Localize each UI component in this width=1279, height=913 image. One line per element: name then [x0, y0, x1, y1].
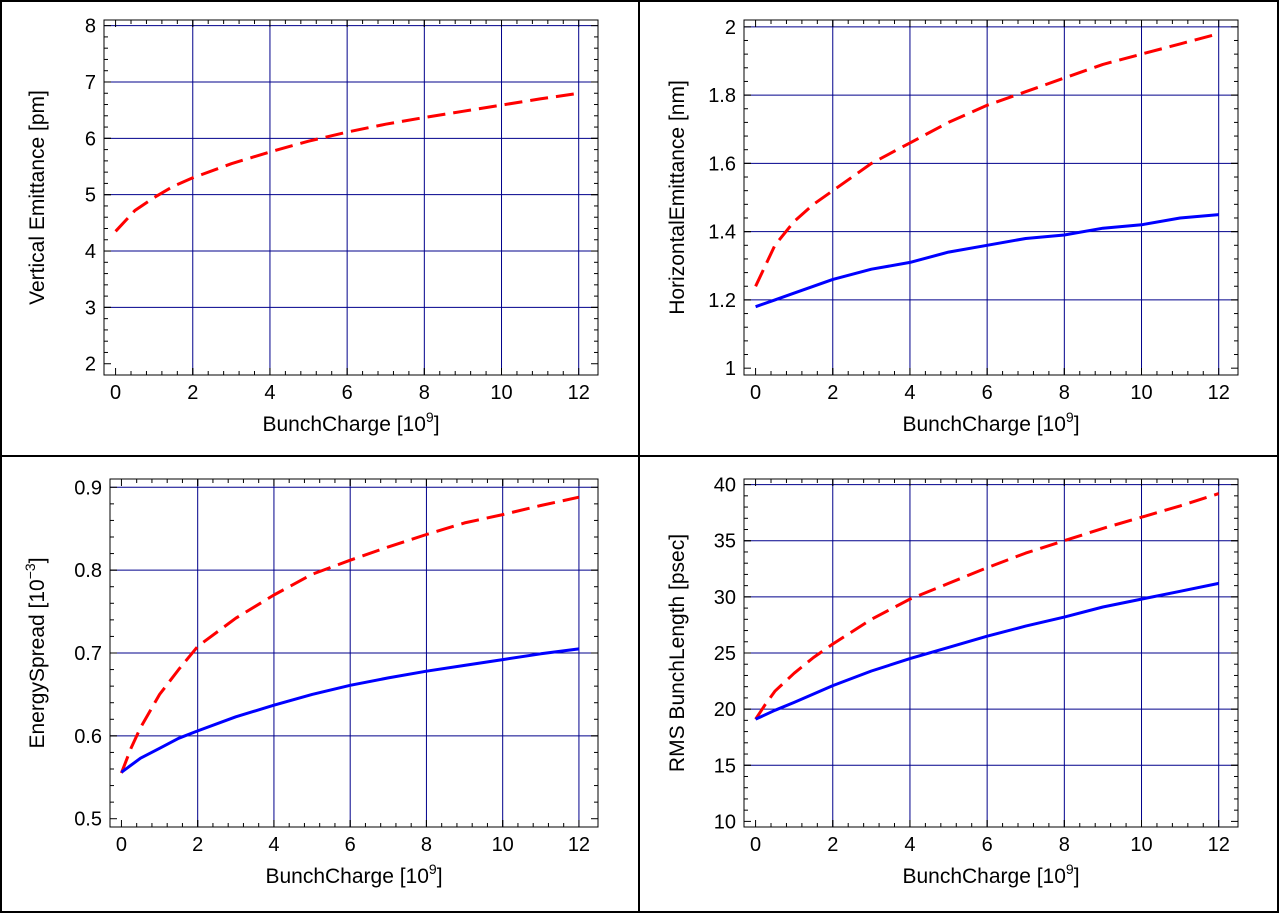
x-tick-label: 2 [192, 834, 203, 856]
y-tick-label: 5 [85, 185, 96, 207]
y-axis-label: RMS BunchLength [psec] [666, 534, 689, 772]
x-tick-label: 8 [419, 382, 430, 404]
y-tick-label: 3 [85, 297, 96, 319]
x-tick-label: 6 [345, 834, 356, 856]
y-tick-label: 0.8 [74, 560, 102, 582]
x-tick-label: 12 [568, 834, 590, 856]
x-tick-label: 2 [827, 382, 838, 404]
y-tick-label: 0.9 [74, 477, 102, 499]
plot-frame [103, 19, 599, 376]
y-tick-label: 20 [714, 699, 736, 721]
y-tick-label: 1.8 [708, 85, 736, 107]
y-tick-label: 4 [85, 241, 96, 263]
x-tick-label: 10 [1130, 382, 1152, 404]
x-tick-label: 0 [750, 834, 761, 856]
x-tick-label: 6 [342, 382, 353, 404]
x-axis-label: BunchCharge [109] [902, 409, 1079, 436]
y-axis-label: EnergySpread [10−3] [22, 557, 49, 748]
y-tick-label: 40 [714, 475, 736, 497]
y-tick-label: 15 [714, 755, 736, 777]
energy-spread-chart: 0 2 4 6 8 10 12 0.5 0.6 0.7 0.8 0.9 BunchCharge [109… [22, 477, 599, 888]
y-tick-label: 2 [725, 17, 736, 39]
x-tick-label: 4 [268, 834, 279, 856]
series-line-dashed-red [114, 91, 579, 233]
y-tick-label: 10 [714, 811, 736, 833]
x-tick-label: 4 [904, 382, 915, 404]
y-axis-label: Vertical Emittance [pm] [26, 90, 49, 305]
series-line-dashed-red [754, 32, 1220, 287]
y-tick-label: 0.5 [74, 809, 102, 831]
x-axis-label: BunchCharge [109] [262, 409, 439, 436]
y-axis-label: HorizontalEmittance [nm] [666, 80, 689, 315]
x-axis-label: BunchCharge [109] [265, 861, 442, 888]
horizontal-emittance-chart: 0 2 4 6 8 10 12 1 1.2 1.4 1.6 1.8 2 BunchCharge [109]… [666, 17, 1239, 436]
x-tick-label: 2 [187, 382, 198, 404]
y-tick-label: 35 [714, 531, 736, 553]
x-tick-label: 10 [1130, 834, 1152, 856]
x-tick-label: 6 [982, 834, 993, 856]
y-tick-label: 30 [714, 587, 736, 609]
y-tick-label: 8 [85, 16, 96, 38]
x-tick-label: 0 [110, 382, 121, 404]
y-tick-label: 1.4 [708, 222, 736, 244]
x-tick-label: 10 [492, 834, 514, 856]
x-tick-label: 4 [264, 382, 275, 404]
x-tick-label: 0 [116, 834, 127, 856]
series-line-dashed-red [120, 495, 580, 774]
y-tick-label: 1 [725, 358, 736, 380]
x-tick-label: 8 [1059, 834, 1070, 856]
plot-frame [743, 19, 1239, 376]
series-line-dashed-red [754, 492, 1220, 721]
x-tick-label: 12 [1208, 834, 1230, 856]
x-tick-label: 8 [421, 834, 432, 856]
x-tick-label: 8 [1059, 382, 1070, 404]
series-line-solid-blue [120, 647, 580, 774]
x-axis-label: BunchCharge [109] [902, 861, 1079, 888]
x-tick-label: 12 [1208, 382, 1230, 404]
y-tick-label: 25 [714, 643, 736, 665]
x-tick-label: 10 [490, 382, 512, 404]
y-tick-label: 1.6 [708, 153, 736, 175]
x-tick-label: 2 [827, 834, 838, 856]
y-tick-label: 0.7 [74, 643, 102, 665]
y-tick-label: 6 [85, 128, 96, 150]
y-tick-label: 2 [85, 354, 96, 376]
x-tick-label: 0 [750, 382, 761, 404]
y-tick-label: 1.2 [708, 290, 736, 312]
rms-bunch-length-chart: 0 2 4 6 8 10 12 10 15 20 25 30 35 40 BunchCharge [109]… [666, 475, 1239, 888]
series-line-solid-blue [755, 213, 1219, 309]
x-tick-label: 4 [904, 834, 915, 856]
y-tick-label: 0.6 [74, 726, 102, 748]
series-line-solid-blue [754, 581, 1220, 721]
x-tick-label: 12 [568, 382, 590, 404]
y-tick-label: 7 [85, 72, 96, 94]
x-tick-label: 6 [982, 382, 993, 404]
